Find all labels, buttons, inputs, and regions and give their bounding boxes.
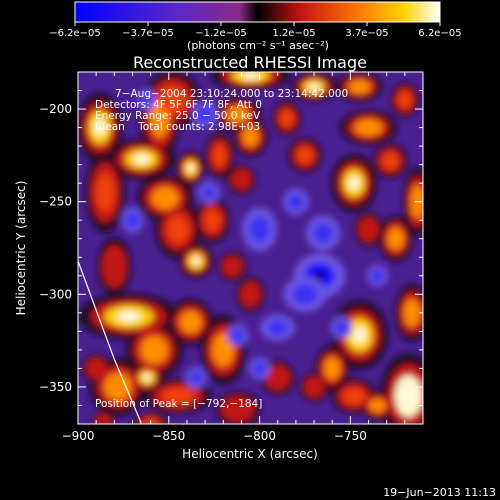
- info-clean-counts: Clean Total counts: 2.98E+03: [95, 121, 260, 133]
- coldspot-core: [312, 222, 334, 244]
- hotspot-core: [382, 152, 399, 170]
- hotspot-core: [226, 106, 249, 123]
- hotspot-core: [307, 380, 321, 394]
- colorbar: [74, 1, 441, 23]
- hotspot-peak: [187, 164, 194, 173]
- coldspot-core: [189, 371, 203, 385]
- chart-title: Reconstructed RHESSI Image: [133, 53, 367, 72]
- hotspot-core: [140, 336, 168, 364]
- plot-frame: [77, 71, 424, 425]
- hotspot-core: [324, 357, 341, 380]
- coldspot-core: [126, 212, 139, 228]
- coldspot-core: [371, 269, 384, 283]
- hotspot-core: [179, 310, 202, 334]
- hotspot-core: [398, 91, 412, 109]
- hotspot-core: [89, 361, 103, 376]
- colorbar-tick-label: −6.2e−05: [49, 28, 101, 39]
- colorbar-tick-label: 1.2e−05: [272, 28, 315, 39]
- coldspot-core: [249, 216, 270, 243]
- hotspot-peak: [117, 311, 141, 322]
- y-axis: −200 −250 −300 −350: [39, 71, 423, 425]
- coldspot-core: [231, 328, 245, 342]
- info-time-range: 7−Aug−2004 23:10:24.000 to 23:14:42.000: [115, 88, 348, 100]
- hotspot-core: [354, 119, 383, 136]
- hotspot-core: [166, 215, 189, 244]
- coldspot-core: [253, 361, 266, 375]
- hotspot-peak: [94, 119, 105, 136]
- heatmap-image: [78, 72, 423, 424]
- hotspot-core: [403, 298, 421, 327]
- x-tick-label: −850: [152, 429, 185, 443]
- hotspot-peak: [133, 154, 150, 164]
- observation-info: 7−Aug−2004 23:10:24.000 to 23:14:42.000 …: [95, 88, 348, 133]
- coldspot-core: [202, 185, 216, 199]
- hotspot-core: [387, 227, 404, 250]
- colorbar-ticks: −6.2e−05 −3.7e−05 −1.2e−05 1.2e−05 3.7e−05 6.…: [49, 22, 462, 39]
- x-axis: −900 −850 −800 −750: [62, 72, 424, 443]
- hotspot-core: [343, 387, 365, 405]
- y-tick-label: −350: [39, 380, 72, 394]
- coldspot-core: [141, 93, 153, 107]
- colorbar-unit-label: (photons cm⁻² s⁻¹ asec⁻²): [187, 39, 329, 52]
- hotspot-peak: [353, 327, 366, 343]
- coldspot-core: [197, 106, 213, 123]
- hotspot-core: [280, 109, 294, 127]
- timestamp: 19−Jun−2013 11:13: [383, 486, 496, 499]
- x-axis-label: Heliocentric X (arcsec): [182, 447, 318, 461]
- hotspot-core: [234, 172, 249, 187]
- coldspot-minimum: [314, 271, 325, 281]
- hotspot-core: [226, 400, 249, 418]
- hotspot-peak: [192, 257, 200, 265]
- coldspot-core: [288, 193, 304, 210]
- hotspot-core: [369, 398, 386, 413]
- coldspot-core: [292, 283, 318, 305]
- hotspot-core: [296, 147, 314, 164]
- x-tick-label: −800: [243, 429, 276, 443]
- hotspot-peak: [143, 374, 151, 381]
- colorbar-tick-label: 3.7e−05: [345, 28, 388, 39]
- peak-position-label: Position of Peak = [−792,−184]: [95, 398, 262, 410]
- hotspot-peak: [241, 72, 260, 79]
- hotspot-core: [97, 416, 109, 424]
- hotspot-core: [151, 186, 179, 210]
- hotspot-core: [225, 259, 240, 274]
- colorbar-tick-label: 6.2e−05: [418, 28, 461, 39]
- hotspot-peak: [308, 83, 320, 91]
- hotspot-core: [348, 79, 371, 94]
- colorbar-tick-label: −1.2e−05: [195, 28, 247, 39]
- coldspot-core: [267, 319, 288, 336]
- hotspot-core: [212, 333, 235, 367]
- x-tick-label: −900: [62, 429, 95, 443]
- hotspot-core: [204, 209, 221, 232]
- hotspot-core: [158, 85, 187, 114]
- y-tick-label: −300: [39, 287, 72, 301]
- y-tick-label: −200: [39, 102, 72, 116]
- x-tick-label: −750: [334, 429, 367, 443]
- info-detectors: Detectors: 4F 5F 6F 7F 8F, Att 0: [95, 99, 262, 111]
- hotspot-core: [243, 285, 258, 303]
- hotspot-core: [242, 127, 259, 147]
- hotspot-core: [269, 369, 286, 387]
- hotspot-core: [212, 144, 227, 167]
- hotspot-core: [104, 373, 132, 401]
- hotspot-core: [106, 252, 123, 281]
- info-energy-range: Energy Range: 25.0 − 50.0 keV: [95, 110, 261, 122]
- solar-limb-line: [78, 260, 143, 424]
- hotspot-core: [161, 387, 195, 405]
- hotspot-peak: [348, 176, 360, 190]
- hotspot-peak: [402, 386, 415, 406]
- y-axis-label: Heliocentric Y (arcsec): [14, 181, 28, 316]
- hotspot-core: [95, 172, 115, 212]
- coldspot-core: [334, 321, 348, 335]
- y-tick-label: −250: [39, 195, 72, 209]
- hotspot-core: [361, 221, 376, 238]
- colorbar-tick-label: −3.7e−05: [122, 28, 174, 39]
